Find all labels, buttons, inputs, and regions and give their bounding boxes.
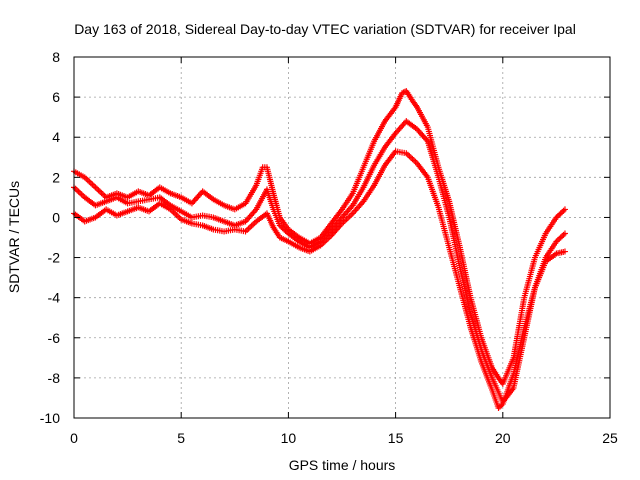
x-tick-label: 25 xyxy=(602,430,618,446)
y-tick-label: -6 xyxy=(48,330,61,346)
y-tick-label: 6 xyxy=(52,89,60,105)
chart-title: Day 163 of 2018, Sidereal Day-to-day VTE… xyxy=(74,21,576,37)
data-point xyxy=(561,248,568,255)
data-series xyxy=(71,88,568,411)
series-1 xyxy=(71,88,568,387)
y-tick-label: -10 xyxy=(40,410,60,426)
grid xyxy=(74,57,610,418)
y-tick-label: 2 xyxy=(52,169,60,185)
y-tick-label: 8 xyxy=(52,49,60,65)
x-tick-label: 15 xyxy=(388,430,404,446)
x-tick-label: 5 xyxy=(177,430,185,446)
x-tick-label: 20 xyxy=(495,430,511,446)
series-2 xyxy=(71,118,568,405)
x-tick-label: 0 xyxy=(70,430,78,446)
axis-ticks: 0 5 10 15 20 25 -10 -8 -6 -4 -2 0 2 4 6 8 xyxy=(40,49,618,446)
y-tick-label: -4 xyxy=(48,290,61,306)
data-point xyxy=(561,206,568,213)
y-axis-title: SDTVAR / TECUs xyxy=(6,181,22,293)
x-tick-label: 10 xyxy=(281,430,297,446)
y-tick-label: 0 xyxy=(52,209,60,225)
x-axis-title: GPS time / hours xyxy=(289,457,396,473)
y-tick-label: -2 xyxy=(48,250,61,266)
y-tick-label: -8 xyxy=(48,370,61,386)
y-tick-label: 4 xyxy=(52,129,60,145)
plot-frame xyxy=(73,56,611,419)
data-point xyxy=(561,230,568,237)
series-3 xyxy=(71,148,568,411)
